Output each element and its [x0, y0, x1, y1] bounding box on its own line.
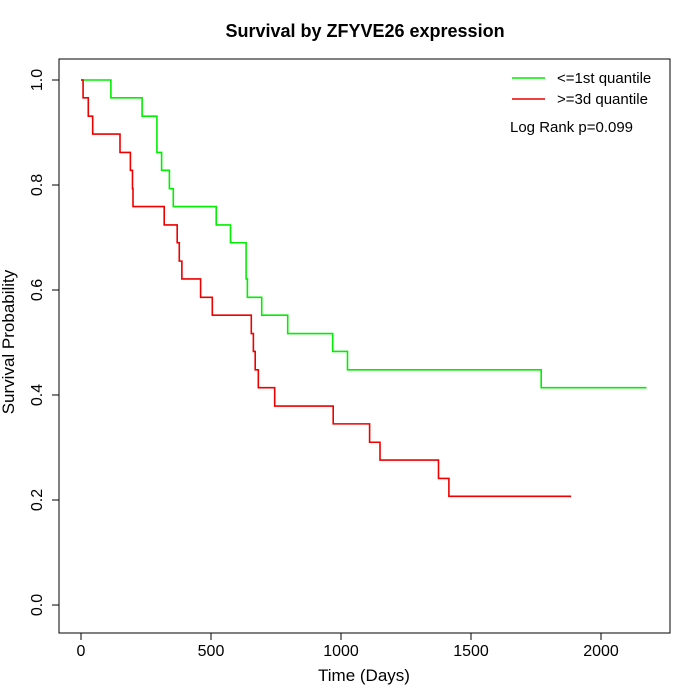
- x-tick-label: 2000: [583, 643, 619, 660]
- legend-label: >=3d quantile: [557, 91, 648, 108]
- x-tick-label: 1500: [453, 643, 489, 660]
- y-tick-label: 0.4: [29, 384, 46, 406]
- series-layer: [81, 79, 647, 498]
- log-rank-annotation: Log Rank p=0.099: [510, 119, 633, 136]
- chart-title: Survival by ZFYVE26 expression: [225, 21, 504, 41]
- series-line-low: [81, 79, 647, 389]
- series-line-high: [81, 79, 572, 498]
- x-tick-label: 0: [77, 643, 86, 660]
- plot-frame: [58, 58, 671, 634]
- y-tick-label: 0.2: [29, 489, 46, 511]
- y-axis: 0.0 0.2 0.4 0.6 0.8 1.0: [29, 69, 60, 616]
- y-tick-label: 0.8: [29, 174, 46, 196]
- legend-label: <=1st quantile: [557, 70, 651, 87]
- y-tick-label: 0.6: [29, 279, 46, 301]
- y-tick-label: 1.0: [29, 69, 46, 91]
- y-axis-label: Survival Probability: [0, 269, 18, 414]
- x-axis: 0 500 1000 1500 2000: [77, 632, 619, 660]
- legend: <=1st quantile >=3d quantile: [512, 70, 651, 108]
- x-tick-label: 1000: [323, 643, 359, 660]
- x-axis-label: Time (Days): [318, 666, 410, 685]
- x-tick-label: 500: [198, 643, 225, 660]
- y-tick-label: 0.0: [29, 594, 46, 616]
